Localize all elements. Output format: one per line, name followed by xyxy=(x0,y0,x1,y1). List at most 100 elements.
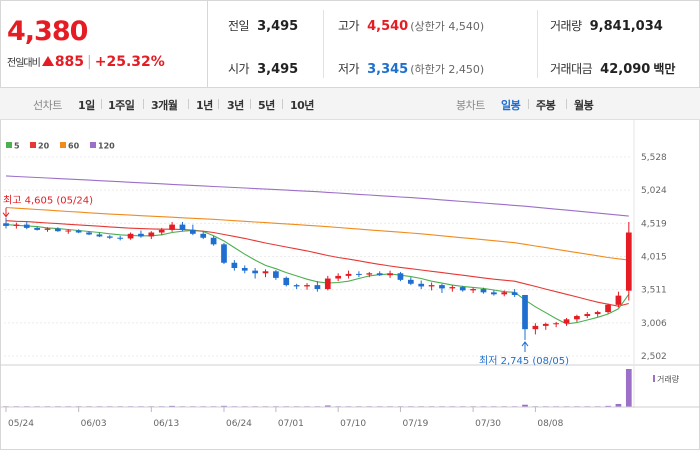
legend-swatch-20 xyxy=(30,142,36,148)
stat-label: 거래량 xyxy=(550,19,582,33)
line-option-3y[interactable]: 3년 xyxy=(227,99,244,112)
divider xyxy=(537,10,538,78)
y-tick-label: 3,006 xyxy=(641,319,667,329)
line-option-1w[interactable]: 1주일 xyxy=(108,99,135,112)
candle-body xyxy=(3,223,9,226)
x-tick-label: 07/10 xyxy=(340,419,366,429)
candle-body xyxy=(605,304,611,313)
volume-bar xyxy=(522,404,528,407)
volume-bar xyxy=(625,369,632,407)
x-tick-label: 08/08 xyxy=(537,419,563,429)
divider: | xyxy=(87,54,92,70)
candle-body xyxy=(179,224,186,230)
stat-volume: 거래량 9,841,034 xyxy=(550,17,663,34)
divider xyxy=(218,99,219,109)
stat-open: 시가 3,495 xyxy=(228,60,298,77)
candle-option-weekly[interactable]: 주봉 xyxy=(536,99,556,112)
stat-value: 3,495 xyxy=(257,62,299,77)
candle-body xyxy=(34,227,40,230)
candle-body xyxy=(221,244,227,263)
up-triangle-icon xyxy=(41,56,54,66)
line-option-1y[interactable]: 1년 xyxy=(196,99,213,112)
stat-value: 3,345 xyxy=(367,62,409,77)
stat-prev-close: 전일 3,495 xyxy=(228,17,298,34)
candle-body xyxy=(418,283,425,287)
legend-label-60: 60 xyxy=(68,142,80,151)
divider xyxy=(282,99,283,109)
line-option-10y[interactable]: 10년 xyxy=(290,99,314,112)
volume-bar xyxy=(615,403,622,407)
candle-body xyxy=(241,268,248,271)
line-option-3m[interactable]: 3개월 xyxy=(151,99,178,112)
candle-body xyxy=(563,319,570,324)
volume-bar xyxy=(221,405,227,407)
stat-value: 3,495 xyxy=(257,19,299,34)
legend-label-5: 5 xyxy=(14,142,20,151)
volume-panel: 거래량 xyxy=(3,369,680,407)
candle-body xyxy=(23,224,30,228)
divider xyxy=(250,99,251,109)
legend-swatch-120 xyxy=(90,142,96,148)
candle-body xyxy=(210,237,217,245)
candle-body xyxy=(138,233,144,237)
candle-body xyxy=(553,323,560,325)
x-tick-label: 07/30 xyxy=(475,419,501,429)
volume-bar xyxy=(169,405,175,407)
candle-body xyxy=(397,273,404,280)
candle-body xyxy=(449,287,456,289)
legend-label-120: 120 xyxy=(98,142,115,151)
candle-body xyxy=(532,325,539,330)
candle-body xyxy=(75,230,82,233)
candle-body xyxy=(252,270,258,274)
y-tick-label: 4,015 xyxy=(641,253,667,263)
moving-average-lines xyxy=(5,175,630,325)
candle-body xyxy=(335,275,342,279)
divider xyxy=(143,99,144,109)
ma-line-60 xyxy=(5,206,629,261)
candle-body xyxy=(304,285,310,287)
y-tick-label: 5,024 xyxy=(641,186,667,196)
stat-low: 저가 3,345 (하한가 2,450) xyxy=(338,60,484,77)
candle-body xyxy=(324,278,331,290)
divider xyxy=(323,10,324,78)
candle-body xyxy=(44,228,51,230)
candle-option-monthly[interactable]: 월봉 xyxy=(574,99,594,112)
stat-label: 전일 xyxy=(228,19,250,33)
high-arrow-head xyxy=(2,212,10,218)
candle-body xyxy=(356,273,362,275)
candle-body xyxy=(470,289,476,291)
x-tick-label: 06/24 xyxy=(226,419,252,429)
candle-body xyxy=(345,273,352,276)
x-tick-label: 07/01 xyxy=(278,419,304,429)
y-tick-label: 3,511 xyxy=(641,286,667,296)
line-option-1d[interactable]: 1일 xyxy=(78,99,95,112)
candle-body xyxy=(86,232,92,235)
current-price: 4,380 xyxy=(7,16,88,47)
period-bar: 선차트 1일 1주일 3개월 1년 3년 5년 10년 봉차트 일봉 주봉 월봉 xyxy=(0,88,700,120)
candle-body xyxy=(594,312,601,315)
candle-body xyxy=(55,228,61,232)
change-label: 전일대비 xyxy=(7,58,41,69)
candle-option-daily[interactable]: 일봉 xyxy=(501,99,521,112)
candle-body xyxy=(13,224,20,226)
volume-bar xyxy=(605,405,611,407)
stat-value: 42,090 xyxy=(600,62,651,77)
stat-value: 9,841,034 xyxy=(589,19,663,34)
change-amount: 885 xyxy=(54,54,85,70)
candle-body xyxy=(283,277,290,286)
candle-body xyxy=(65,230,72,232)
candle-body xyxy=(625,232,632,291)
candle-body xyxy=(428,285,435,287)
candle-body xyxy=(96,234,103,237)
line-option-5y[interactable]: 5년 xyxy=(258,99,275,112)
candle-body xyxy=(262,271,269,274)
ma-line-5 xyxy=(5,224,630,325)
legend-swatch-60 xyxy=(60,142,66,148)
candle-body xyxy=(407,279,414,284)
chart-legend: 5 20 60 120 xyxy=(6,142,115,151)
candle-body xyxy=(542,323,549,326)
volume-bar xyxy=(324,405,331,407)
y-tick-label: 2,502 xyxy=(641,352,667,362)
candle-body xyxy=(439,285,445,289)
divider xyxy=(566,99,567,109)
